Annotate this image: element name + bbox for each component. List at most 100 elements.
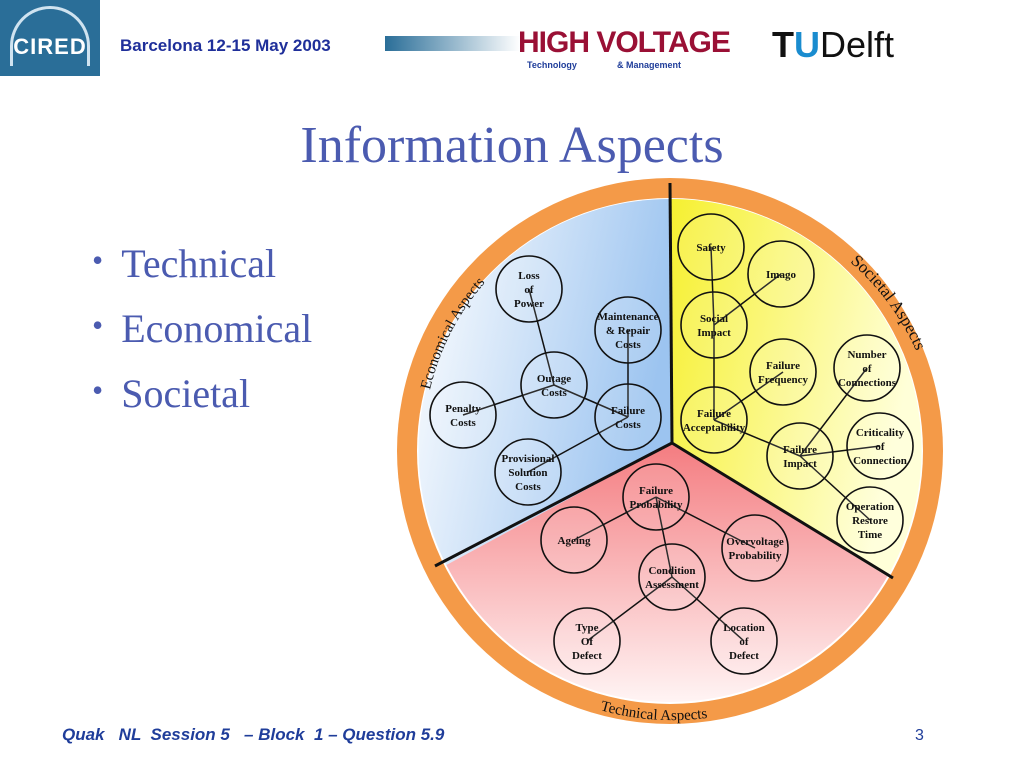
diagram-edge [573, 496, 657, 541]
header-gradient-bar [385, 36, 520, 51]
node-label: Maintenance [597, 311, 658, 323]
node-maint: Maintenance & Repair Costs [594, 296, 662, 364]
node-circle [594, 296, 662, 364]
node-social: Social Impact [680, 291, 748, 359]
high-voltage-logo: HIGH VOLTAGE [518, 26, 731, 59]
divider-line [671, 441, 894, 580]
divider-line [434, 441, 673, 568]
tudelft-logo: TUDelft [772, 24, 895, 65]
diagram-edge [528, 288, 555, 386]
bullet-item: Economical [92, 305, 312, 370]
node-label: Solution [508, 467, 547, 479]
diagram-edge [462, 384, 555, 416]
node-circle [749, 338, 817, 406]
diagram-edge [710, 246, 715, 326]
diagram-edge [799, 367, 868, 457]
diagram-edge [586, 576, 673, 642]
node-label: Costs [541, 387, 567, 399]
bullet-item: Technical [92, 240, 312, 305]
divider-line [668, 182, 674, 444]
node-label: Penalty [445, 403, 481, 415]
diagram-edge [553, 384, 629, 418]
node-fcost: Failure Costs [594, 383, 662, 451]
slide-title: Information Aspects [300, 117, 724, 174]
node-nconn: Number of Connections [833, 334, 901, 402]
node-circle [721, 514, 789, 582]
node-label: Frequency [758, 374, 808, 386]
footer-text: Quak NL Session 5 – Block 1 – Question 5… [62, 725, 445, 744]
diagram-edge [655, 496, 756, 549]
node-prov: Provisional Solution Costs [494, 438, 562, 506]
node-label: Number [847, 349, 886, 361]
node-label: Impact [697, 327, 731, 339]
node-label: Location [723, 622, 765, 634]
node-type: Type Of Defect [553, 607, 621, 675]
node-circle [594, 383, 662, 451]
bullet-item: Societal [92, 370, 312, 435]
node-label: Costs [615, 419, 641, 431]
node-label: Impact [783, 458, 817, 470]
node-label: Type [575, 622, 598, 634]
node-circle [622, 463, 690, 531]
node-label: Failure [611, 405, 645, 417]
diagram-edge [713, 273, 782, 326]
node-label: Costs [450, 417, 476, 429]
node-imago: Imago [747, 240, 815, 308]
node-circle [846, 412, 914, 480]
node-circle [638, 543, 706, 611]
node-penalty: Penalty Costs [429, 381, 497, 449]
sector-societal [670, 198, 922, 577]
node-label: Defect [572, 650, 602, 662]
node-circle [494, 438, 562, 506]
node-circle [710, 607, 778, 675]
node-label: Defect [729, 650, 759, 662]
node-label: Outage [537, 373, 571, 385]
node-label: Failure [783, 444, 817, 456]
node-ffreq: Failure Frequency [749, 338, 817, 406]
node-overv: Overvoltage Probability [721, 514, 789, 582]
node-label: Costs [515, 481, 541, 493]
diagram-edge [713, 419, 801, 457]
node-label: Connection [853, 455, 907, 467]
node-safety: Safety [677, 213, 745, 281]
node-label: Criticality [856, 427, 905, 439]
node-circle [520, 351, 588, 419]
page-number: 3 [915, 727, 924, 744]
node-label: Ageing [558, 535, 592, 547]
diagram-edge [713, 371, 784, 421]
node-label: Failure [766, 360, 800, 372]
node-loss: Loss of Power [495, 255, 563, 323]
diagram-edge [799, 455, 871, 521]
node-label: Of [581, 636, 594, 648]
node-label: Loss [518, 270, 540, 282]
bullet-list: Technical Economical Societal [92, 240, 312, 435]
node-fimp: Failure Impact [766, 422, 834, 490]
node-circle [836, 486, 904, 554]
node-ort: Operation Restore Time [836, 486, 904, 554]
node-label: Social [700, 313, 728, 325]
node-cond: Condition Assessment [638, 543, 706, 611]
node-circle [540, 506, 608, 574]
node-label: Probability [630, 499, 683, 511]
diagram-edge [799, 445, 881, 457]
node-label: Failure [639, 485, 673, 497]
node-label: Condition [648, 565, 695, 577]
node-label: Power [514, 298, 544, 310]
node-label: Overvoltage [726, 536, 784, 548]
node-ageing: Ageing [540, 506, 608, 574]
high-voltage-logo-sub1: Technology [527, 60, 577, 70]
node-loc: Location of Defect [710, 607, 778, 675]
sector-economical [418, 198, 672, 565]
node-circle [495, 255, 563, 323]
node-label: Failure [697, 408, 731, 420]
diagram-edge [671, 576, 745, 642]
node-circle [747, 240, 815, 308]
node-circle [680, 291, 748, 359]
node-circle [766, 422, 834, 490]
node-label: Costs [615, 339, 641, 351]
node-circle [677, 213, 745, 281]
node-circle [553, 607, 621, 675]
node-label: Time [858, 529, 882, 541]
diagram-edge [655, 496, 673, 578]
node-label: Assessment [645, 579, 699, 591]
